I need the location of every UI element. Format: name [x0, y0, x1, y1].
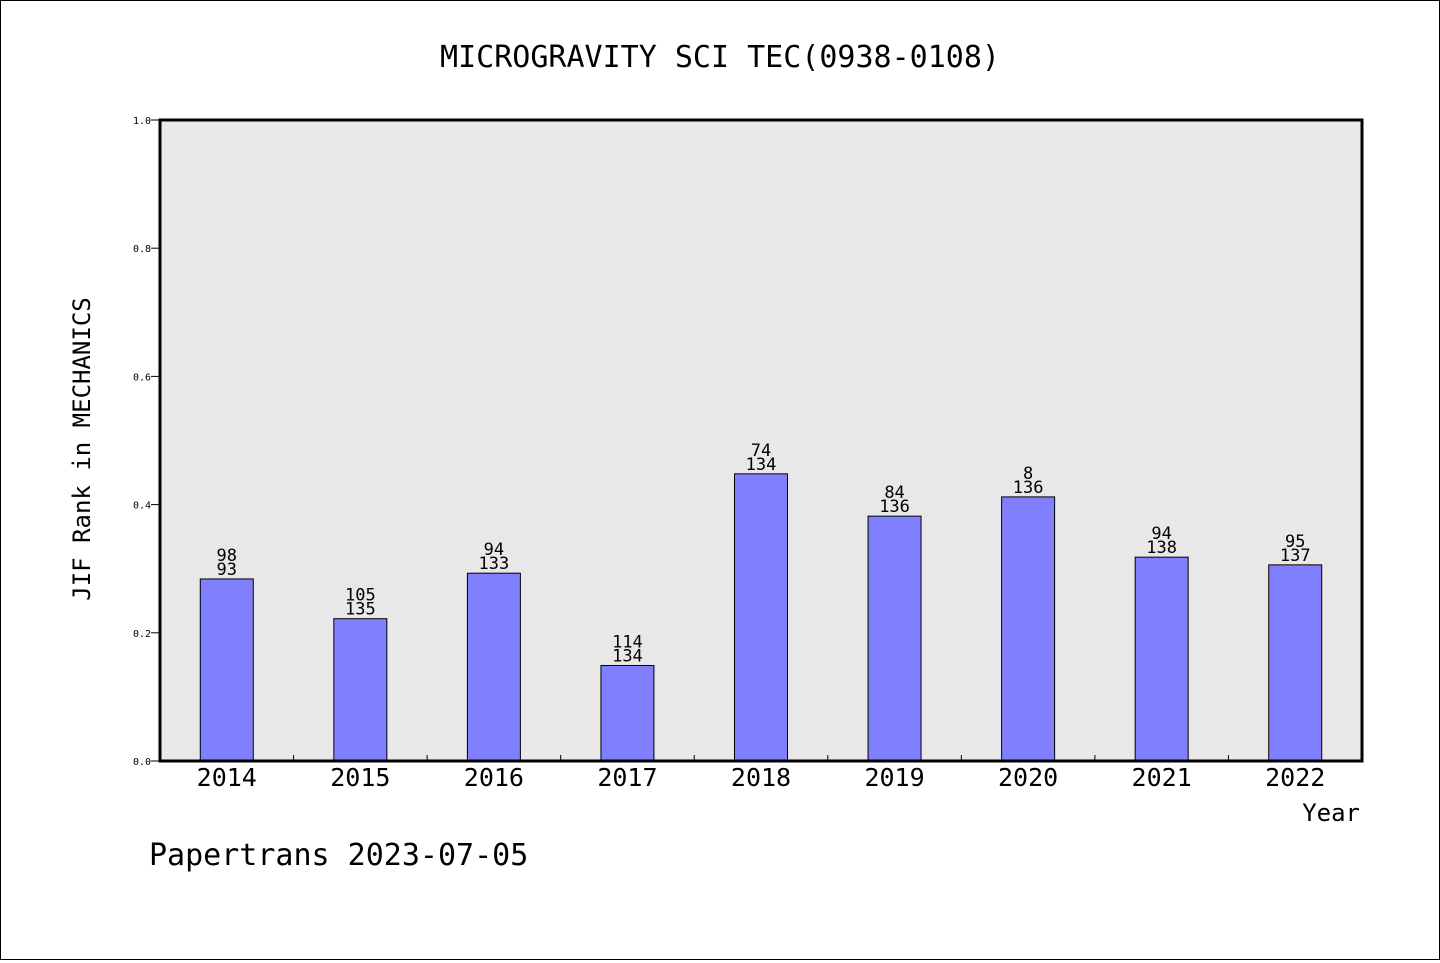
bars-group: [199, 473, 1323, 762]
y-tick-label-0.4: 0.4: [133, 501, 151, 512]
x-tick-label-2017: 2017: [597, 763, 657, 792]
bar-2019: [867, 515, 922, 762]
x-tick-label-2022: 2022: [1265, 763, 1325, 792]
x-tick-label-2021: 2021: [1132, 763, 1192, 792]
bar-label-top-2018: 74: [751, 441, 771, 461]
bar-label-bottom-2022: 137: [1280, 546, 1311, 566]
bar-2017: [600, 664, 655, 762]
bar-label-top-2014: 98: [217, 546, 237, 566]
bar-label-top-2017: 114: [612, 632, 643, 652]
chart-title: MICROGRAVITY SCI TEC(0938-0108): [440, 40, 1000, 75]
bar-label-bottom-2018: 134: [746, 455, 777, 475]
footer-credit: Papertrans 2023-07-05: [149, 838, 528, 873]
bar-labels-group: 9893105135941331141347413484136813694138…: [217, 441, 1311, 667]
bar-label-top-2021: 94: [1151, 524, 1171, 544]
bar-label-top-2015: 105: [345, 586, 376, 606]
x-axis-label: Year: [1302, 799, 1360, 827]
bar-2022: [1268, 564, 1323, 762]
bar-2020: [1001, 496, 1056, 762]
y-tick-label-0.6: 0.6: [133, 372, 151, 383]
bar-label-bottom-2020: 136: [1013, 478, 1044, 498]
y-axis-label: JIF Rank in MECHANICS: [68, 297, 96, 600]
bar-label-bottom-2015: 135: [345, 600, 376, 620]
bar-label-top-2020: 8: [1023, 464, 1033, 484]
bar-label-top-2022: 95: [1285, 532, 1305, 552]
y-tick-label-1.0: 1.0: [133, 116, 151, 127]
bar-2018: [734, 473, 788, 762]
y-tick-label-0.0: 0.0: [133, 757, 151, 768]
x-tick-label-2014: 2014: [197, 763, 257, 792]
bar-label-top-2016: 94: [484, 540, 504, 560]
y-axis: 0.0 0.2 0.4 0.6 0.8 1.0: [133, 116, 160, 768]
x-tick-label-2018: 2018: [731, 763, 791, 792]
x-axis: 2014 2015 2016 2017 2018 2019 2020 2021 2022: [197, 755, 1325, 792]
plot-border: [158, 118, 1364, 763]
x-tick-label-2019: 2019: [864, 763, 924, 792]
bar-label-bottom-2014: 93: [217, 560, 237, 580]
bar-2014: [199, 578, 254, 762]
y-tick-label-0.2: 0.2: [133, 629, 151, 640]
x-tick-label-2015: 2015: [330, 763, 390, 792]
bar-label-bottom-2016: 133: [479, 554, 510, 574]
plot-area: 9893105135941331141347413484136813694138…: [133, 116, 1364, 792]
bar-label-bottom-2021: 138: [1146, 538, 1177, 558]
bar-label-bottom-2017: 134: [612, 646, 643, 666]
bar-2016: [466, 572, 521, 762]
bar-2015: [333, 618, 388, 762]
bar-label-top-2019: 84: [884, 483, 904, 503]
bar-2021: [1134, 556, 1189, 762]
x-tick-label-2016: 2016: [464, 763, 524, 792]
bar-label-bottom-2019: 136: [879, 497, 910, 517]
x-tick-label-2020: 2020: [998, 763, 1058, 792]
y-tick-label-0.8: 0.8: [133, 244, 151, 255]
